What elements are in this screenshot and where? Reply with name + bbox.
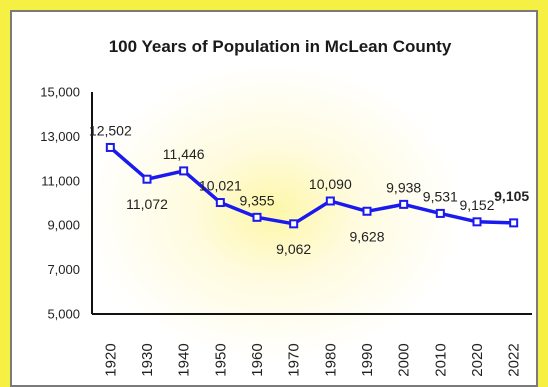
y-tick-label: 11,000 — [41, 173, 80, 188]
data-label: 10,021 — [199, 178, 242, 194]
data-label: 9,531 — [423, 188, 458, 204]
y-tick-label: 13,000 — [40, 129, 80, 144]
x-tick-label: 1960 — [249, 343, 266, 376]
data-label: 9,628 — [349, 228, 384, 244]
y-tick-label: 5,000 — [47, 307, 80, 322]
data-label: 9,105 — [494, 188, 529, 204]
data-label: 9,355 — [239, 192, 274, 208]
x-tick-label: 2010 — [432, 343, 449, 376]
data-point — [472, 217, 482, 227]
x-tick-label: 1940 — [176, 343, 193, 376]
data-label: 11,446 — [163, 146, 205, 162]
x-tick-labels: 1920 1930 1940 1950 1960 1970 1980 1990 2000 2010… — [102, 343, 522, 376]
data-point — [179, 166, 189, 176]
data-point — [362, 206, 372, 216]
x-tick-label: 1950 — [212, 343, 229, 376]
series-line — [109, 146, 514, 226]
x-tick-label: 1970 — [286, 343, 303, 376]
data-point — [509, 218, 519, 228]
data-point — [435, 208, 445, 218]
data-label: 11,072 — [126, 196, 168, 212]
x-tick-label: 1980 — [322, 343, 339, 376]
y-tick-label: 9,000 — [47, 218, 80, 233]
data-point — [399, 199, 409, 209]
x-tick-label: 1990 — [359, 343, 376, 376]
x-tick-label: 2020 — [469, 343, 486, 376]
data-label: 9,152 — [459, 197, 494, 213]
y-tick-labels: 5,000 7,000 9,000 11,000 13,000 15,000 — [40, 85, 80, 322]
x-tick-label: 1930 — [139, 343, 156, 376]
chart-panel — [10, 10, 538, 387]
data-point — [215, 198, 225, 208]
data-point — [142, 174, 152, 184]
data-markers — [105, 142, 519, 229]
data-point — [289, 219, 299, 229]
data-point — [105, 142, 115, 152]
x-tick-label: 1920 — [102, 343, 119, 376]
x-tick-label: 2000 — [396, 343, 413, 376]
y-tick-label: 7,000 — [47, 262, 80, 277]
axes — [91, 92, 532, 315]
data-label: 9,062 — [276, 241, 311, 257]
data-point — [252, 212, 262, 222]
y-tick-label: 15,000 — [40, 85, 80, 100]
data-point — [325, 196, 335, 206]
data-label: 9,938 — [386, 179, 421, 195]
x-tick-label: 2022 — [506, 343, 523, 376]
chart-title: 100 Years of Population in McLean County — [109, 37, 452, 56]
data-label: 10,090 — [309, 176, 352, 192]
data-label: 12,502 — [89, 122, 132, 138]
